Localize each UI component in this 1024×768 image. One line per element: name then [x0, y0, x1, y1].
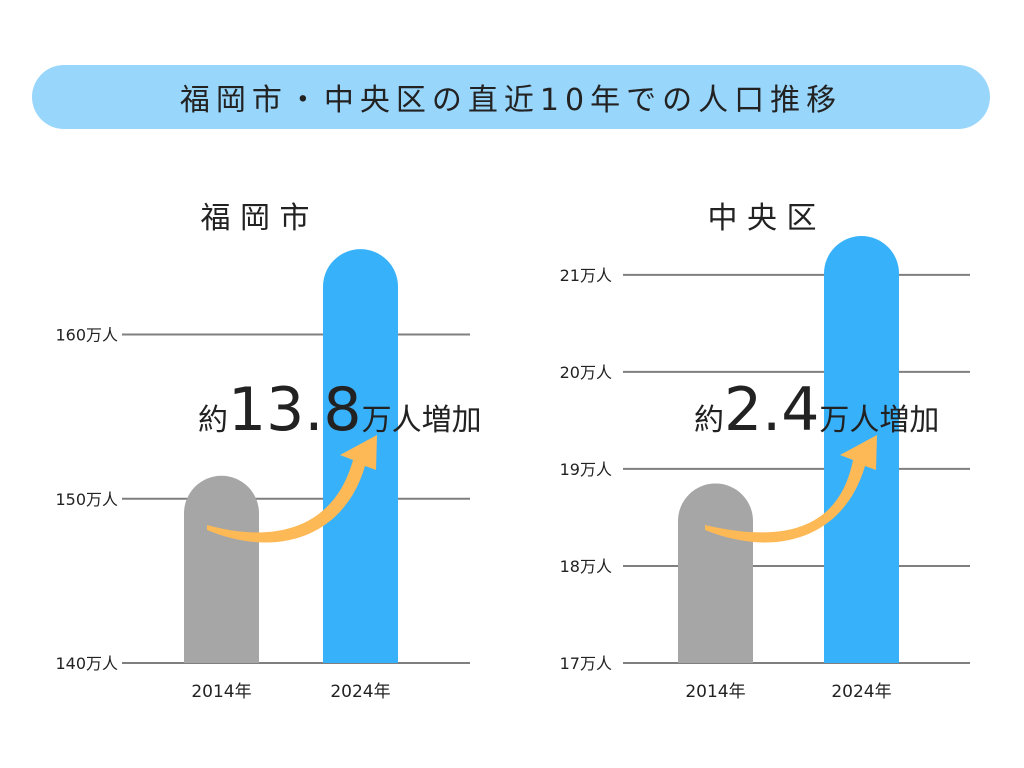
y-tick-label: 140万人	[55, 654, 118, 673]
chart-title: 福 岡 市	[200, 201, 309, 236]
bar-2014年	[678, 483, 753, 663]
x-tick-label: 2024年	[831, 682, 891, 702]
increase-annotation: 約2.4万人増加	[694, 375, 939, 445]
y-tick-label: 19万人	[560, 460, 612, 479]
x-tick-label: 2014年	[685, 682, 745, 702]
chuo-ward-chart: 中 央 区 17万人 18万人 19万人 20万人 21万人 2014年 2024年 約2.4万…	[560, 201, 970, 702]
increase-arrow-icon	[705, 435, 877, 543]
chart-title: 中 央 区	[707, 201, 816, 236]
y-tick-label: 150万人	[55, 490, 118, 509]
x-tick-label: 2024年	[330, 682, 390, 702]
increase-arrow-icon	[207, 435, 377, 543]
x-tick-label: 2014年	[191, 682, 251, 702]
title-banner: 福岡市・中央区の直近10年での人口推移	[32, 65, 990, 129]
y-tick-label: 20万人	[560, 363, 612, 382]
page-title: 福岡市・中央区の直近10年での人口推移	[179, 83, 843, 118]
increase-annotation: 約13.8万人増加	[198, 375, 482, 445]
y-tick-label: 160万人	[55, 326, 118, 345]
y-tick-label: 17万人	[560, 654, 612, 673]
fukuoka-city-chart: 福 岡 市 140万人 150万人 160万人 2014年 2024年 約13.8万人増加	[55, 201, 482, 702]
y-tick-label: 21万人	[560, 266, 612, 285]
y-tick-label: 18万人	[560, 557, 612, 576]
bar-2014年	[184, 475, 259, 663]
